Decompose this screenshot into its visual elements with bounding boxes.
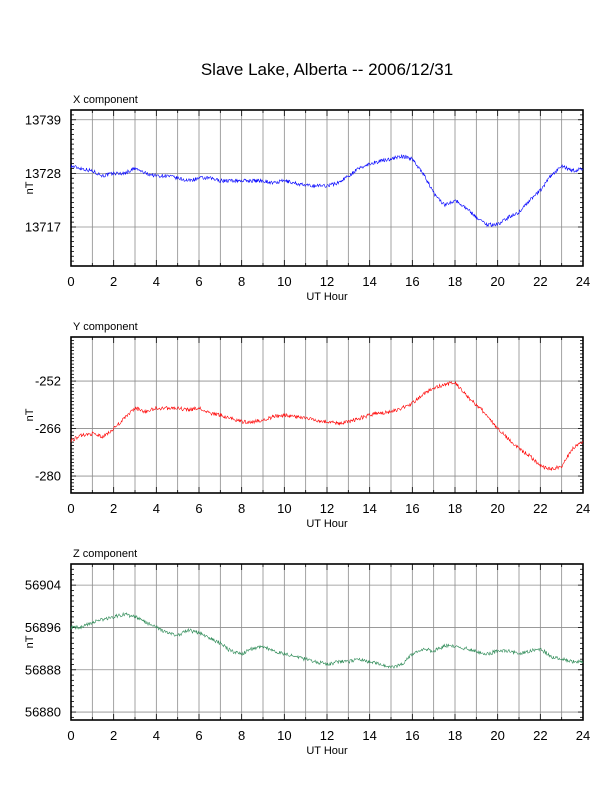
x-tick-label: 12	[320, 501, 334, 516]
y-tick-label: 56904	[25, 578, 61, 593]
x-tick-label: 10	[277, 274, 291, 289]
x-tick-label: 16	[405, 728, 419, 743]
x-tick-label: 22	[533, 728, 547, 743]
x-tick-label: 18	[448, 274, 462, 289]
x-tick-label: 0	[67, 274, 74, 289]
series-line	[70, 154, 584, 228]
x-tick-label: 10	[277, 501, 291, 516]
panel-title: Y component	[73, 321, 138, 333]
x-tick-label: 4	[153, 274, 160, 289]
y-tick-label: -252	[35, 374, 61, 389]
plot-frame	[70, 336, 584, 494]
x-tick-label: 18	[448, 728, 462, 743]
x-tick-label: 2	[110, 501, 117, 516]
x-tick-label: 14	[362, 728, 376, 743]
x-tick-label: 2	[110, 728, 117, 743]
y-tick-label: -280	[35, 469, 61, 484]
x-tick-label: 20	[490, 274, 504, 289]
x-tick-label: 12	[320, 274, 334, 289]
series-line	[70, 381, 584, 472]
x-tick-label: 8	[238, 728, 245, 743]
x-axis-label: UT Hour	[306, 291, 348, 303]
x-axis-label: UT Hour	[306, 518, 348, 530]
y-tick-label: -266	[35, 421, 61, 436]
y-axis-label: nT	[24, 635, 36, 648]
x-tick-label: 6	[195, 501, 202, 516]
x-tick-label: 8	[238, 274, 245, 289]
panel-title: Z component	[73, 548, 137, 560]
x-tick-label: 6	[195, 274, 202, 289]
y-tick-label: 13717	[25, 220, 61, 235]
x-tick-label: 20	[490, 728, 504, 743]
x-tick-label: 24	[576, 274, 590, 289]
figure-title: Slave Lake, Alberta -- 2006/12/31	[201, 60, 453, 79]
y-axis-label: nT	[24, 181, 36, 194]
x-tick-label: 20	[490, 501, 504, 516]
x-tick-label: 4	[153, 501, 160, 516]
x-tick-label: 22	[533, 501, 547, 516]
plot-frame	[70, 109, 584, 267]
x-tick-label: 12	[320, 728, 334, 743]
x-tick-label: 16	[405, 501, 419, 516]
x-tick-label: 22	[533, 274, 547, 289]
y-tick-label: 56880	[25, 705, 61, 720]
x-tick-label: 16	[405, 274, 419, 289]
y-tick-label: 56896	[25, 620, 61, 635]
x-tick-label: 24	[576, 501, 590, 516]
x-tick-label: 18	[448, 501, 462, 516]
x-tick-label: 6	[195, 728, 202, 743]
x-tick-label: 24	[576, 728, 590, 743]
y-tick-label: 13739	[25, 112, 61, 127]
x-tick-label: 0	[67, 728, 74, 743]
x-tick-label: 14	[362, 274, 376, 289]
x-axis-label: UT Hour	[306, 745, 348, 757]
x-tick-label: 2	[110, 274, 117, 289]
x-tick-label: 4	[153, 728, 160, 743]
x-tick-label: 8	[238, 501, 245, 516]
panel-title: X component	[73, 94, 138, 106]
series-line	[70, 611, 584, 669]
plot-frame	[70, 563, 584, 721]
y-tick-label: 56888	[25, 662, 61, 677]
x-tick-label: 10	[277, 728, 291, 743]
y-axis-label: nT	[24, 408, 36, 421]
x-tick-label: 0	[67, 501, 74, 516]
x-tick-label: 14	[362, 501, 376, 516]
y-tick-label: 13728	[25, 166, 61, 181]
